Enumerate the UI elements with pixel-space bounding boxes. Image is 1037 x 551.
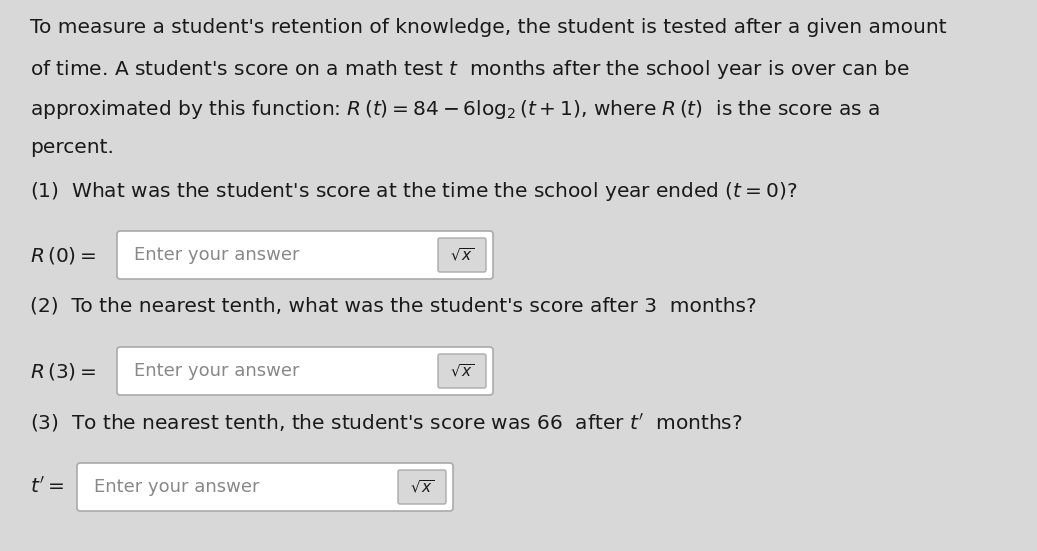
FancyBboxPatch shape [117, 231, 493, 279]
Text: approximated by this function: $R\,(t) = 84 - 6\log_2(t+1)$, where $R\,(t)$  is : approximated by this function: $R\,(t) =… [30, 98, 880, 121]
Text: Enter your answer: Enter your answer [134, 246, 300, 264]
Text: percent.: percent. [30, 138, 114, 157]
Text: $\sqrt{x}$: $\sqrt{x}$ [450, 246, 474, 263]
Text: $t' =$: $t' =$ [30, 477, 64, 497]
FancyBboxPatch shape [438, 354, 486, 388]
FancyBboxPatch shape [398, 470, 446, 504]
Text: Enter your answer: Enter your answer [94, 478, 259, 496]
Text: $\sqrt{x}$: $\sqrt{x}$ [450, 363, 474, 380]
Text: To measure a student's retention of knowledge, the student is tested after a giv: To measure a student's retention of know… [30, 18, 947, 37]
Text: (2)  To the nearest tenth, what was the student's score after 3  months?: (2) To the nearest tenth, what was the s… [30, 296, 757, 315]
Text: Enter your answer: Enter your answer [134, 362, 300, 380]
Text: of time. A student's score on a math test $t$  months after the school year is o: of time. A student's score on a math tes… [30, 58, 910, 81]
FancyBboxPatch shape [77, 463, 453, 511]
FancyBboxPatch shape [117, 347, 493, 395]
FancyBboxPatch shape [438, 238, 486, 272]
Text: $R\,(0) =$: $R\,(0) =$ [30, 245, 96, 266]
Text: (1)  What was the student's score at the time the school year ended $(t = 0)$?: (1) What was the student's score at the … [30, 180, 797, 203]
Text: $\sqrt{x}$: $\sqrt{x}$ [410, 478, 435, 495]
Text: $R\,(3) =$: $R\,(3) =$ [30, 360, 96, 381]
Text: (3)  To the nearest tenth, the student's score was 66  after $t'$  months?: (3) To the nearest tenth, the student's … [30, 412, 742, 434]
